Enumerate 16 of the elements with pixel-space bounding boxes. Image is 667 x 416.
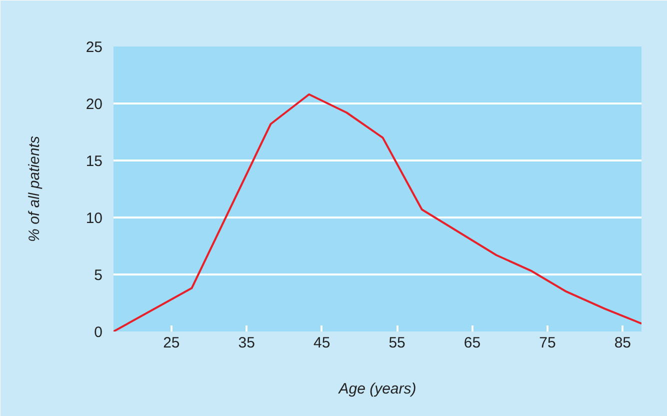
y-tick-label: 25 [86,39,103,56]
y-tick-label: 20 [86,96,103,113]
x-tick-label: 25 [163,334,180,352]
y-tick-label: 15 [86,153,103,170]
line-series [114,93,642,332]
y-axis-title: % of all patients [26,136,43,242]
y-tick-label: 10 [86,210,103,227]
x-tick-label: 55 [388,334,406,352]
x-axis-title: Age (years) [338,380,416,398]
y-tick-label: 0 [94,324,102,341]
x-tick-label: 75 [539,334,556,352]
x-tick-label: 85 [614,334,632,352]
x-tick-label: 45 [314,334,330,352]
x-tick-label: 65 [464,334,481,352]
y-tick-label: 5 [94,267,102,284]
x-tick-label: 35 [238,334,255,352]
